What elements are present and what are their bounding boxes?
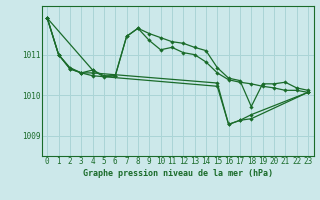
X-axis label: Graphe pression niveau de la mer (hPa): Graphe pression niveau de la mer (hPa) (83, 169, 273, 178)
